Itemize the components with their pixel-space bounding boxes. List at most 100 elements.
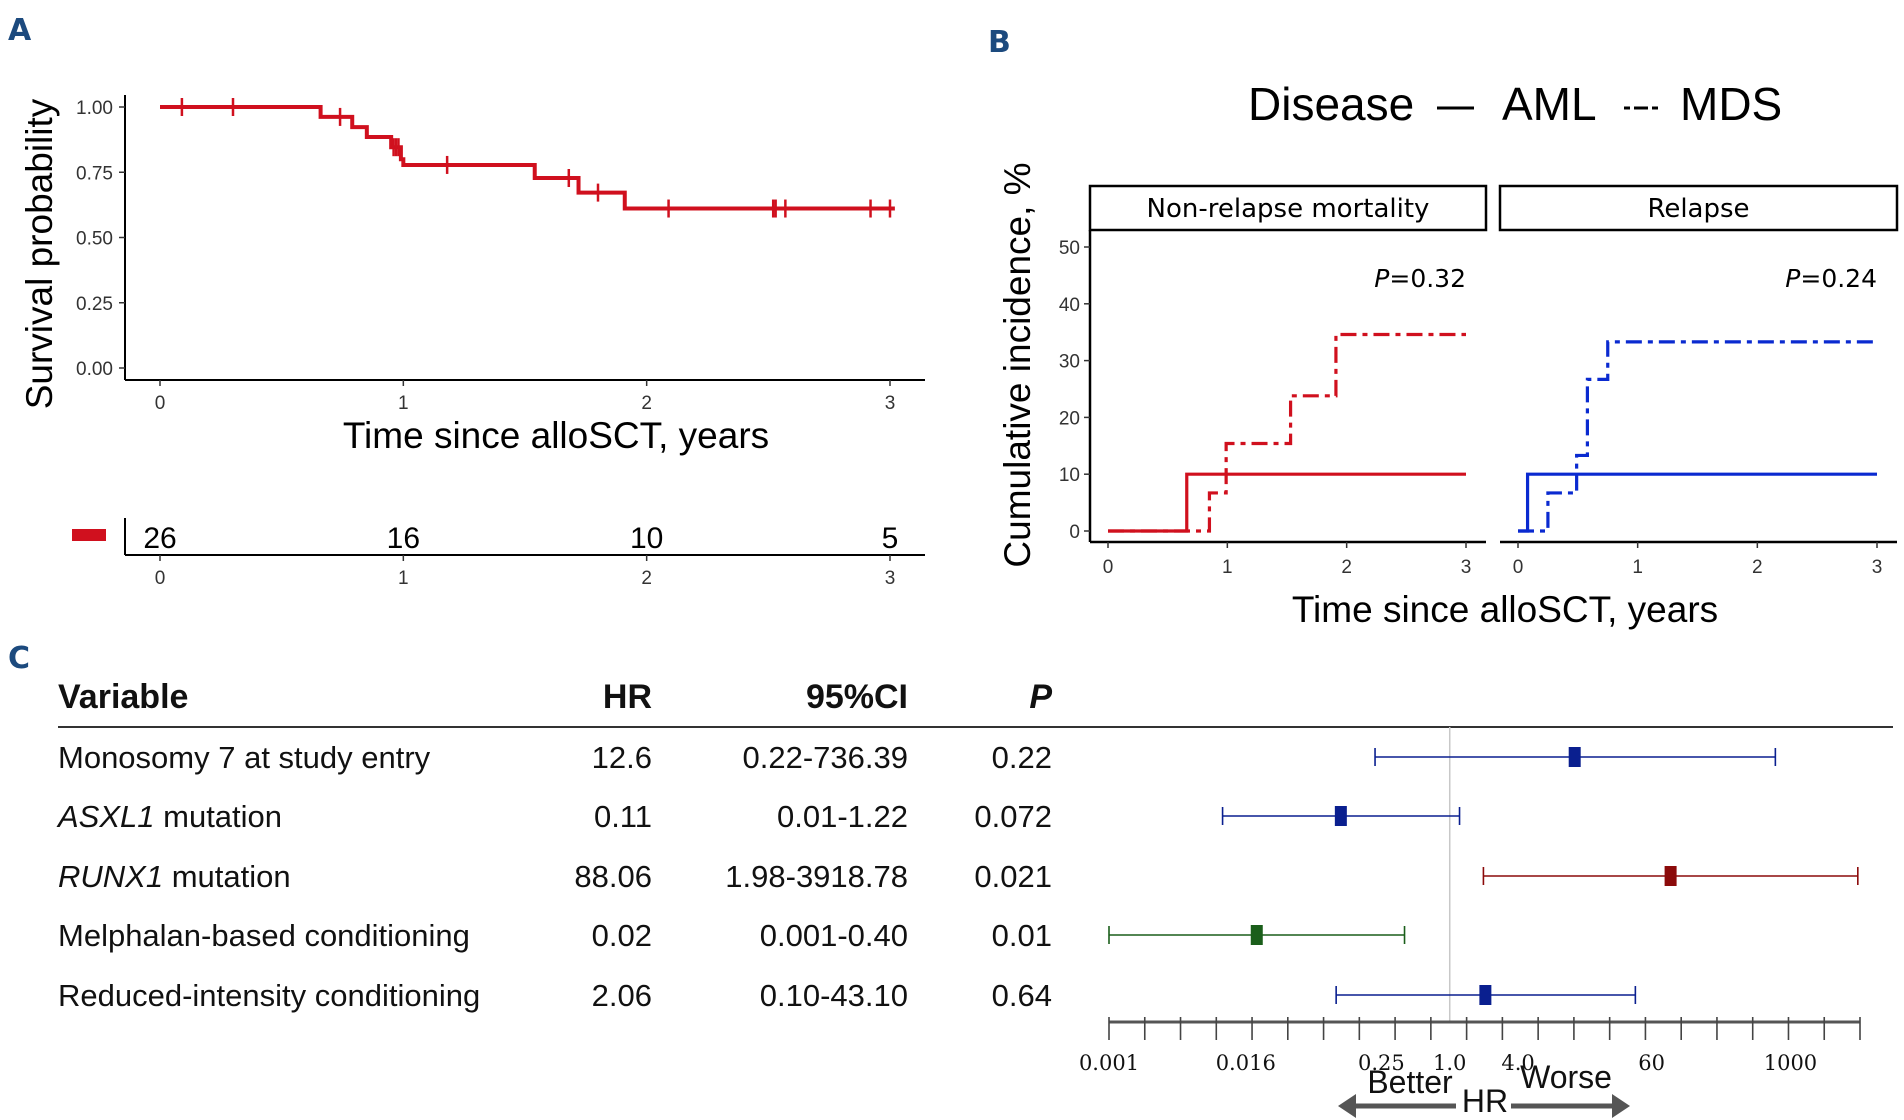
forest-x-tick-label: 1.0 [1433, 1051, 1466, 1075]
y-axis-title: Cumulative incidence, % [997, 162, 1038, 567]
y-tick-label: 40 [1059, 295, 1080, 316]
x-tick-label: 0 [1103, 557, 1114, 578]
y-tick-label: 0.00 [76, 359, 113, 380]
hr-value: 0.02 [592, 918, 652, 953]
legend: Disease AML MDS [1248, 78, 1782, 130]
variable-label: Monosomy 7 at study entry [58, 740, 431, 775]
legend-label-mds: MDS [1680, 78, 1782, 130]
p-value-label: P=0.32 [1374, 264, 1466, 293]
hr-value: 12.6 [592, 740, 652, 775]
p-value: 0.021 [974, 859, 1052, 894]
panel-label-a: A [8, 13, 32, 48]
facet-title: Relapse [1647, 194, 1749, 224]
y-tick-label: 1.00 [76, 98, 113, 119]
ci-curve-mds [1518, 340, 1877, 533]
col-header-variable: Variable [58, 678, 188, 716]
p-value: 0.072 [974, 799, 1052, 834]
x-tick-label: 3 [1872, 557, 1883, 578]
x-tick-label: 3 [885, 393, 896, 414]
variable-label: ASXL1 mutation [56, 799, 282, 834]
forest-x-tick-label: 60 [1638, 1051, 1665, 1075]
worse-arrow-icon [1612, 1094, 1630, 1118]
x-tick-label: 1 [1222, 557, 1233, 578]
worse-label: Worse [1520, 1059, 1612, 1095]
cumulative-incidence-plot: Disease AML MDS Cumulative incidence, % … [997, 78, 1899, 630]
col-header-hr: HR [603, 678, 652, 716]
forest-row [1335, 985, 1637, 1005]
survival-plot: Survival probability Time since alloSCT,… [19, 95, 925, 589]
facet-strip [1498, 184, 1899, 232]
ci-value: 0.001-0.40 [760, 918, 908, 953]
p-value-label: P=0.24 [1785, 264, 1877, 293]
ci-value: 0.10-43.10 [760, 978, 908, 1013]
at-risk-count: 10 [630, 522, 663, 555]
variable-label: Reduced-intensity conditioning [58, 978, 480, 1013]
p-value: 0.01 [992, 918, 1052, 953]
y-tick-label: 0.25 [76, 294, 113, 315]
p-value: 0.22 [992, 740, 1052, 775]
x-tick-label: 0 [1513, 557, 1524, 578]
at-risk-count: 16 [387, 522, 420, 555]
panel-label-b: B [988, 25, 1011, 60]
facet-strip [1088, 184, 1488, 232]
better-label: Better [1367, 1064, 1453, 1100]
facet-nrm: Non-relapse mortality 0 10 20 30 40 50 0 1 2 3 P=0.… [1059, 184, 1488, 578]
forest-table: Variable HR 95%CI P Monosomy 7 at study … [56, 678, 1893, 1119]
x-tick-label: 1 [1632, 557, 1643, 578]
at-risk-count: 5 [882, 522, 899, 555]
facet-title: Non-relapse mortality [1147, 194, 1430, 224]
forest-row [1374, 747, 1777, 767]
x-tick-label: 2 [1341, 557, 1352, 578]
hr-point [1250, 925, 1263, 945]
x-axis-title: Time since alloSCT, years [343, 415, 769, 456]
forest-x-tick-label: 1000 [1764, 1051, 1817, 1075]
y-tick-label: 10 [1059, 465, 1080, 486]
y-tick-label: 0 [1069, 522, 1080, 543]
hr-point [1568, 747, 1581, 767]
variable-label: Melphalan-based conditioning [58, 918, 470, 953]
hr-value: 88.06 [574, 859, 652, 894]
y-tick-label: 0.50 [76, 229, 113, 250]
variable-label: RUNX1 mutation [58, 859, 291, 894]
x-tick-label: 2 [1752, 557, 1763, 578]
forest-x-tick-label: 4.0 [1501, 1051, 1534, 1075]
x-axis-title: Time since alloSCT, years [1292, 589, 1718, 630]
ci-curve-aml [1518, 472, 1877, 533]
table-row: Monosomy 7 at study entry 12.6 0.22-736.39… [58, 740, 1052, 775]
forest-row [1108, 925, 1406, 945]
hr-point [1664, 866, 1677, 886]
x-tick-label: 1 [398, 393, 409, 414]
col-header-p: P [1029, 678, 1052, 716]
hr-point [1334, 806, 1347, 826]
ci-curve-aml [1108, 472, 1466, 533]
y-axis-title: Survival probability [19, 98, 60, 409]
table-row: RUNX1 mutation 88.06 1.98-3918.78 0.021 [58, 859, 1052, 894]
y-tick-label: 20 [1059, 408, 1080, 429]
risk-table-legend-swatch [72, 529, 106, 541]
y-tick-label: 30 [1059, 352, 1080, 373]
hr-point [1479, 985, 1492, 1005]
hr-value: 0.11 [594, 799, 652, 834]
risk-x-tick-label: 3 [885, 568, 896, 589]
forest-x-tick-label: 0.25 [1358, 1051, 1405, 1075]
risk-x-tick-label: 1 [398, 568, 409, 589]
table-row: Reduced-intensity conditioning 2.06 0.10-4… [58, 978, 1052, 1013]
y-tick-label: 50 [1059, 238, 1080, 259]
risk-x-tick-label: 0 [155, 568, 166, 589]
legend-label-aml: AML [1502, 78, 1597, 130]
hr-value: 2.06 [592, 978, 652, 1013]
col-header-ci: 95%CI [806, 678, 908, 716]
ci-value: 1.98-3918.78 [725, 859, 908, 894]
table-row: Melphalan-based conditioning 0.02 0.001-0.… [58, 918, 1052, 953]
legend-title: Disease [1248, 78, 1414, 130]
ci-value: 0.01-1.22 [777, 799, 908, 834]
survival-curve [160, 105, 895, 211]
forest-row [1482, 866, 1859, 886]
x-tick-label: 3 [1461, 557, 1472, 578]
ci-curve-mds [1108, 332, 1466, 533]
hr-axis-title: HR [1462, 1083, 1508, 1119]
table-row: ASXL1 mutation 0.11 0.01-1.22 0.072 [56, 799, 1052, 834]
ci-value: 0.22-736.39 [743, 740, 908, 775]
better-arrow-icon [1338, 1094, 1356, 1118]
